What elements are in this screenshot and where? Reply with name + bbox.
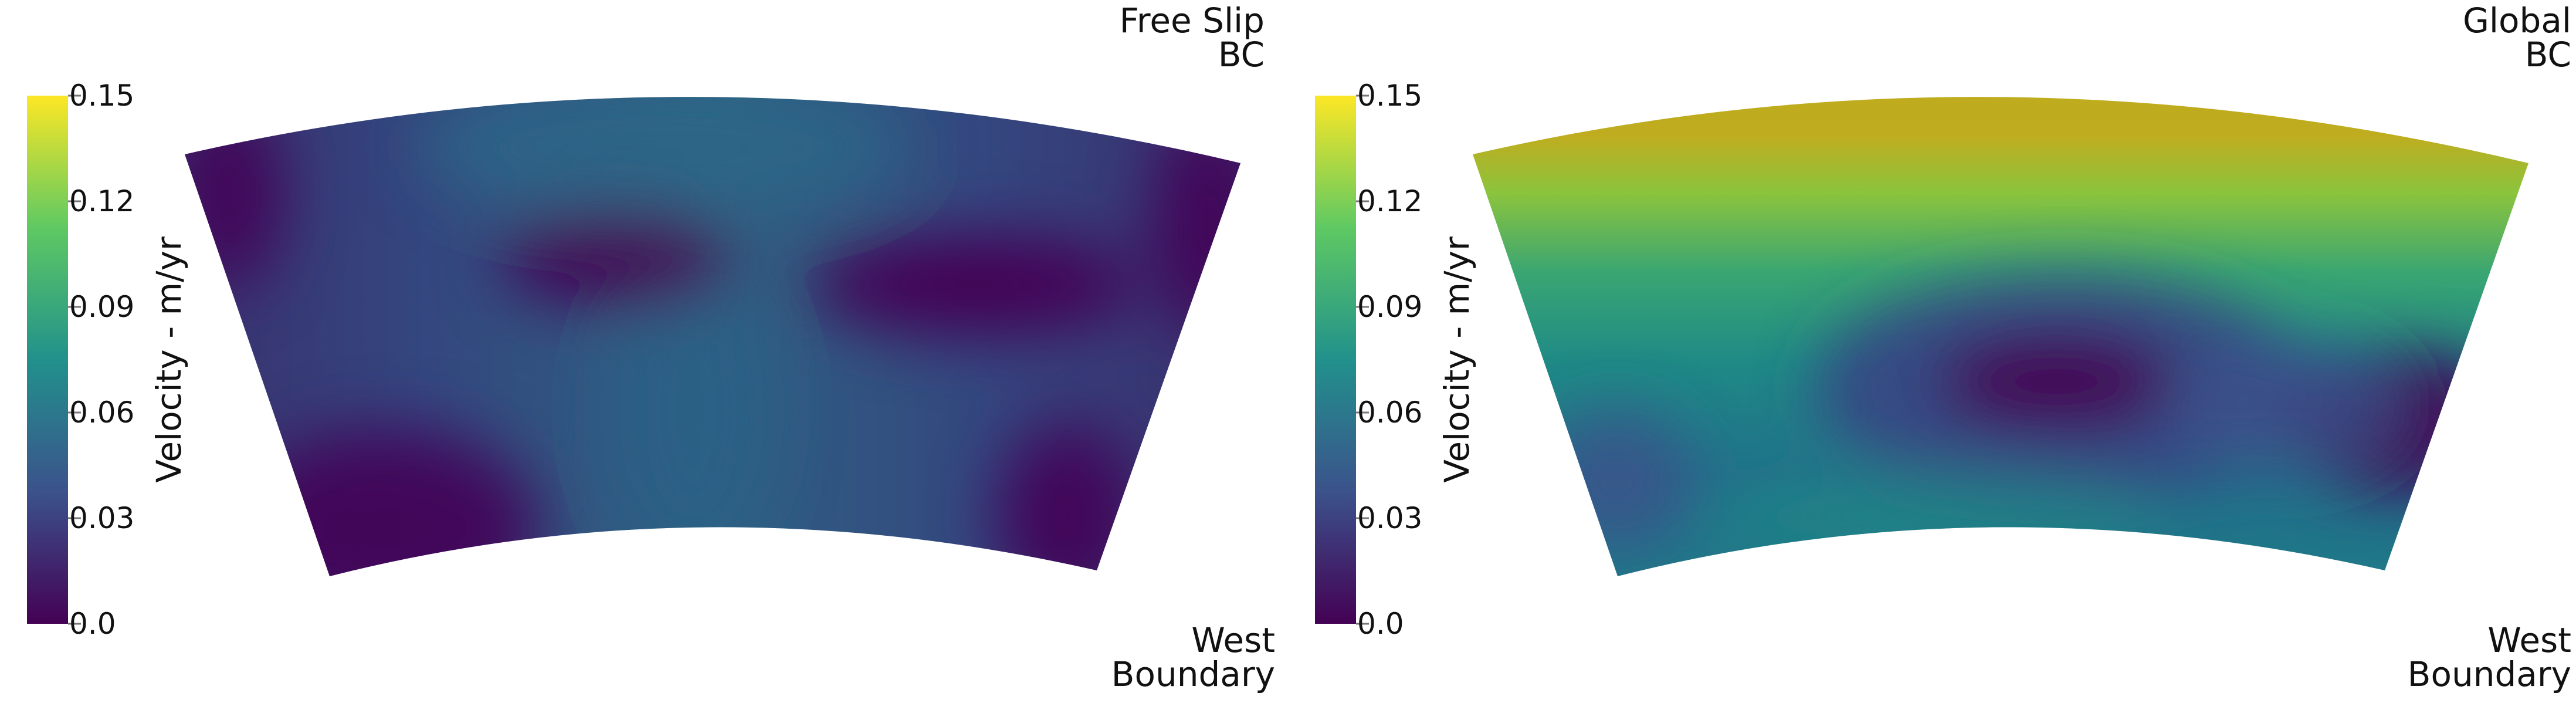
global-bc-velocity-field — [1473, 97, 2528, 576]
panel-bottom-label: West Boundary — [2408, 623, 2571, 691]
top-label-line: Free Slip — [1119, 1, 1265, 40]
colorbar-tick-label: 0.06 — [1357, 396, 1423, 430]
colorbar-tick-mark — [1356, 94, 1369, 97]
colorbar-tick-label: 0.15 — [69, 79, 135, 113]
panel-top-label: Global BC — [2463, 4, 2571, 72]
global-bc-panel: 0.15 0.12 0.09 0.06 0.03 0.0 Velocity - … — [1288, 0, 2576, 703]
colorbar-tick-label: 0.03 — [1357, 501, 1423, 535]
bottom-label-line: Boundary — [2407, 654, 2571, 694]
velocity-field-domain — [185, 97, 1240, 576]
colorbar-tick-mark — [68, 517, 81, 519]
top-label-line: BC — [2524, 35, 2571, 75]
colorbar-tick-mark — [1356, 623, 1369, 625]
colorbar-tick-mark — [68, 94, 81, 97]
bottom-label-line: West — [1191, 620, 1275, 660]
free-slip-panel: 0.15 0.12 0.09 0.06 0.03 0.0 Velocity - … — [27, 4, 1275, 691]
colorbar-tick-mark — [68, 623, 81, 625]
velocity-colorbar — [27, 96, 68, 624]
bottom-label-line: Boundary — [1111, 654, 1275, 694]
colorbar-tick-label: 0.12 — [69, 184, 135, 218]
colorbar-tick-label: 0.15 — [1357, 79, 1423, 113]
colorbar-tick-label: 0.12 — [1357, 184, 1423, 218]
colorbar-tick-mark — [1356, 200, 1369, 202]
colorbar-tick-mark — [68, 200, 81, 202]
panel-bottom-label: West Boundary — [1111, 623, 1275, 691]
colorbar-tick-label: 0.03 — [69, 501, 135, 535]
velocity-field-domain — [1473, 97, 2528, 576]
panel-top-label: Free Slip BC — [1120, 4, 1265, 72]
colorbar-tick-mark — [68, 411, 81, 414]
colorbar-tick-label: 0.0 — [1357, 607, 1404, 641]
colorbar-tick-mark — [1356, 411, 1369, 414]
colorbar-tick-label: 0.09 — [69, 290, 135, 324]
free-slip-velocity-field — [185, 97, 1240, 576]
velocity-colorbar — [1315, 96, 1356, 624]
top-label-line: BC — [1218, 35, 1265, 75]
colorbar-tick-label: 0.06 — [69, 396, 135, 430]
colorbar-tick-label: 0.09 — [1357, 290, 1423, 324]
bottom-label-line: West — [2487, 620, 2571, 660]
colorbar-tick-mark — [68, 306, 81, 308]
colorbar-tick-label: 0.0 — [69, 607, 116, 641]
colorbar-tick-mark — [1356, 306, 1369, 308]
top-label-line: Global — [2462, 1, 2571, 40]
colorbar-tick-mark — [1356, 517, 1369, 519]
